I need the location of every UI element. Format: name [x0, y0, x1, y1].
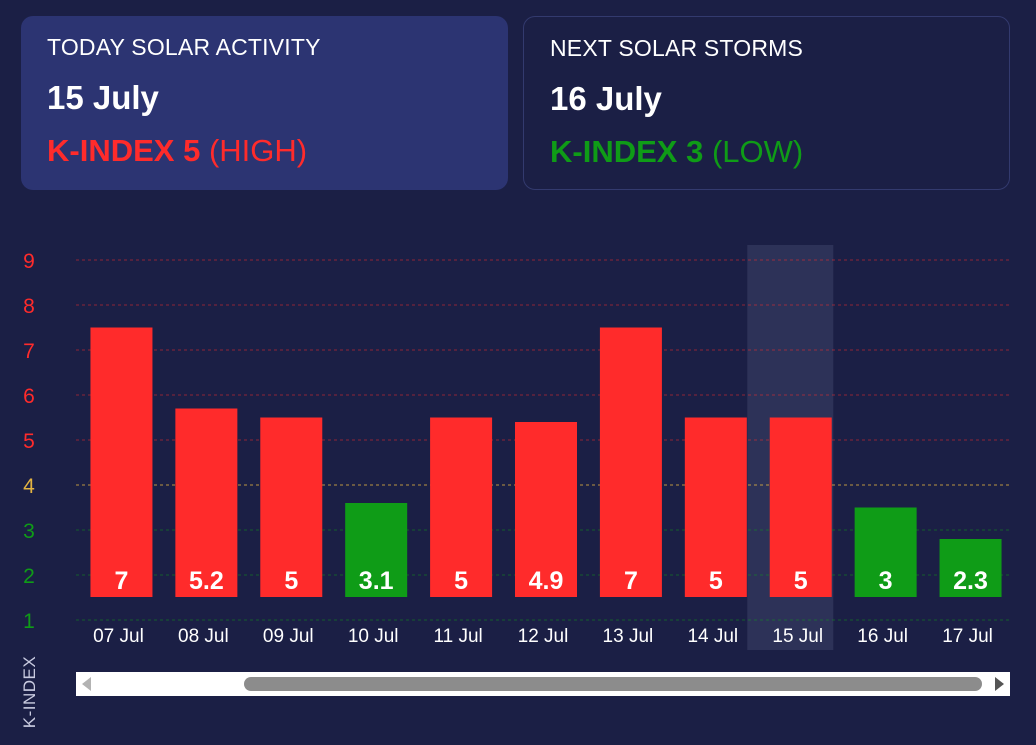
bar [260, 417, 323, 597]
bar-value-label: 3 [879, 567, 893, 595]
kindex-bar-chart: 1 2 3 4 5 6 7 8 9 7 07 Jul 5.2 08 Jul 5 09 Jul 3.1 10 Ju… [23, 245, 1010, 650]
bar-value-label: 5 [284, 567, 298, 595]
bar [175, 408, 238, 597]
bar [684, 417, 747, 597]
bar-value-label: 7 [624, 567, 638, 595]
bar [345, 503, 408, 597]
today-card-title: TODAY SOLAR ACTIVITY [47, 34, 321, 60]
bar [90, 327, 153, 597]
today-card-date: 15 July [47, 79, 159, 116]
x-tick-label: 17 Jul [942, 626, 993, 647]
today-kindex-level: (HIGH) [208, 133, 308, 168]
y-tick-label: 8 [23, 295, 35, 318]
bar-value-label: 2.3 [953, 567, 988, 595]
x-tick-label: 09 Jul [263, 626, 314, 647]
bar [854, 507, 917, 597]
bar-value-label: 5.2 [189, 567, 224, 595]
bar-value-label: 3.1 [359, 567, 394, 595]
next-card-date: 16 July [550, 80, 662, 117]
bar [599, 327, 662, 597]
x-tick-label: 08 Jul [178, 626, 229, 647]
bar [769, 417, 832, 597]
y-tick-label: 1 [23, 610, 35, 633]
scroll-left-arrow-icon[interactable] [82, 677, 91, 691]
bar [430, 417, 493, 597]
next-card-title: NEXT SOLAR STORMS [550, 35, 804, 61]
today-kindex: K-INDEX 5 (HIGH) [47, 133, 482, 169]
y-tick-label: 4 [23, 475, 35, 498]
scrollbar-thumb[interactable] [244, 677, 982, 691]
next-kindex-value: K-INDEX 3 [550, 134, 704, 169]
y-tick-label: 9 [23, 250, 35, 273]
x-tick-label: 13 Jul [603, 626, 654, 647]
y-tick-label: 7 [23, 340, 35, 363]
y-tick-label: 2 [23, 565, 35, 588]
bar [515, 422, 577, 597]
x-tick-label: 16 Jul [857, 626, 908, 647]
next-kindex-level: (LOW) [711, 134, 804, 169]
x-tick-label: 14 Jul [687, 626, 738, 647]
scroll-right-arrow-icon[interactable] [995, 677, 1004, 691]
bar-value-label: 7 [115, 567, 129, 595]
next-kindex: K-INDEX 3 (LOW) [550, 134, 983, 170]
x-tick-label: 07 Jul [93, 626, 144, 647]
y-axis-label: K-INDEX [20, 655, 39, 729]
y-tick-label: 5 [23, 430, 35, 453]
x-tick-label: 12 Jul [518, 626, 569, 647]
y-tick-label: 6 [23, 385, 35, 408]
today-solar-activity-card: TODAY SOLAR ACTIVITY 15 July K-INDEX 5 (… [21, 16, 508, 190]
bar-value-label: 5 [709, 567, 723, 595]
bar-value-label: 5 [454, 567, 468, 595]
next-solar-storms-card: NEXT SOLAR STORMS 16 July K-INDEX 3 (LOW… [523, 16, 1010, 190]
bar [939, 539, 1002, 597]
bar-value-label: 4.9 [529, 567, 564, 595]
x-tick-label: 10 Jul [348, 626, 399, 647]
today-kindex-value: K-INDEX 5 [47, 133, 201, 168]
x-tick-label: 15 Jul [772, 626, 823, 647]
y-tick-label: 3 [23, 520, 35, 543]
x-tick-label: 11 Jul [433, 626, 482, 647]
bar-value-label: 5 [794, 567, 808, 595]
chart-horizontal-scrollbar[interactable] [76, 672, 1010, 696]
